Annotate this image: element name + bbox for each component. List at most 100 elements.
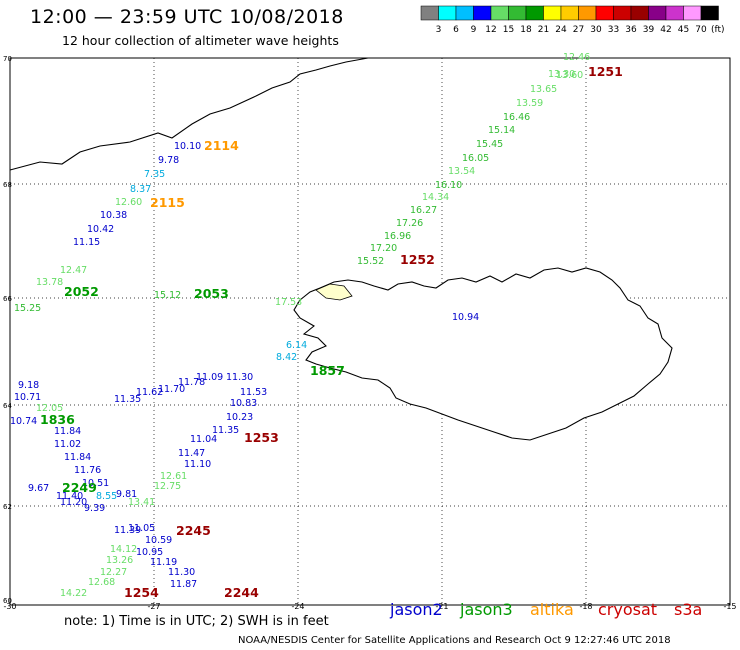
wave-height-label: 14.22 (60, 588, 87, 599)
wave-height-label: 11.05 (128, 523, 155, 534)
longitude-label: -21 (435, 602, 448, 611)
colorbar-tick-label: 3 (436, 25, 442, 35)
colorbar-tick-label: 6 (453, 25, 459, 35)
legend-cryosat: cryosat (598, 600, 658, 619)
wave-height-label: 14.34 (422, 192, 449, 203)
wave-height-label: 10.51 (82, 478, 109, 489)
greenland-coastline (9, 57, 400, 171)
map-title: 12:00 — 23:59 UTC 10/08/2018 (30, 6, 344, 28)
wave-height-label: 12.05 (36, 403, 63, 414)
wave-height-label: 10.71 (14, 392, 41, 403)
pass-time-label: 2249 (62, 480, 97, 495)
wave-height-label: 11.15 (73, 237, 100, 248)
latitude-label: 64 (3, 402, 12, 410)
pass-times: 1251 2114 2115 1252 2052 2053 1857 1836 1253 2249… (40, 64, 623, 600)
wave-height-label: 12.68 (88, 577, 115, 588)
colorbar-swatch (455, 5, 474, 21)
colorbar-tick-label: 45 (678, 25, 689, 35)
wave-height-label: 11.30 (168, 567, 195, 578)
wave-height-label: 11.53 (240, 387, 267, 398)
colorbar-swatch (683, 5, 702, 21)
wave-height-label: 11.62 (136, 387, 163, 398)
wave-height-label: 16.10 (435, 180, 462, 191)
longitude-label: -27 (147, 602, 160, 611)
wave-height-label: 11.76 (74, 465, 101, 476)
colorbar-swatch (560, 5, 579, 21)
wave-height-label: 13.30 (548, 69, 575, 80)
wave-height-label: 10.42 (87, 224, 114, 235)
wave-height-label: 10.23 (226, 412, 253, 423)
colorbar-swatch (665, 5, 684, 21)
colorbar-swatch (473, 5, 492, 21)
wave-height-label: 11.04 (190, 434, 217, 445)
wave-height-label: 11.87 (170, 579, 197, 590)
colorbar-swatch (648, 5, 667, 21)
colorbar-tick-label: 9 (471, 25, 477, 35)
wave-height-label: 16.46 (503, 112, 530, 123)
wave-height-label: 17.20 (370, 243, 397, 254)
longitude-labels: -30 -27 -24 -21 -18 -15 (3, 602, 736, 611)
wave-height-label: 11.02 (54, 439, 81, 450)
colorbar-tick-label: 33 (608, 25, 619, 35)
colorbar-tick-label: 24 (555, 25, 567, 35)
westfjords-highlight (315, 283, 353, 301)
colorbar-swatch (630, 5, 649, 21)
wave-height-label: 15.12 (154, 290, 181, 301)
wave-height-label: 8.42 (276, 352, 297, 363)
legend-s3a: s3a (674, 600, 703, 619)
colorbar-swatch (700, 5, 719, 21)
colorbar-swatch (420, 5, 439, 21)
map-subtitle: 12 hour collection of altimeter wave hei… (62, 33, 339, 48)
pass-time-label: 2052 (64, 284, 99, 299)
longitude-label: -24 (291, 602, 304, 611)
latitude-labels: 70 68 66 64 62 60 (3, 55, 12, 605)
colorbar-swatch (525, 5, 544, 21)
pass-time-label: 2114 (204, 138, 239, 153)
wave-height-label: 7.35 (144, 169, 165, 180)
pass-time-label: 1836 (40, 412, 75, 427)
colorbar-unit: (ft) (711, 25, 725, 35)
wave-height-label: 8.55 (96, 491, 117, 502)
wave-height-label: 11.84 (54, 426, 81, 437)
wave-height-label: 12.47 (60, 265, 87, 276)
legend-jason2: jason2 (390, 600, 443, 619)
wave-height-label: 11.35 (212, 425, 239, 436)
wave-height-label: 9.39 (84, 503, 105, 514)
pass-time-label: 2115 (150, 195, 185, 210)
latitude-label: 68 (3, 181, 12, 189)
pass-time-label: 1857 (310, 363, 345, 378)
wave-height-label: 11.30 (226, 372, 253, 383)
wave-height-label: 16.27 (410, 205, 437, 216)
colorbar-swatch (543, 5, 562, 21)
wave-height-label: 12.27 (100, 567, 127, 578)
colorbar-tick-label: 36 (625, 25, 637, 35)
longitude-label: -15 (723, 602, 736, 611)
legend-jason3: jason3 (460, 600, 513, 619)
wave-height-label: 10.38 (100, 210, 127, 221)
wave-height-label: 11.40 (56, 491, 83, 502)
wave-height-label: 14.12 (110, 544, 137, 555)
wave-height-label: 13.60 (556, 70, 583, 81)
colorbar: 3 6 9 12 15 18 21 24 27 30 33 36 39 42 45 70 (420, 5, 719, 35)
wave-height-label: 8.37 (130, 184, 151, 195)
wave-height-label: 15.14 (488, 125, 515, 136)
wave-height-label: 12.60 (115, 197, 142, 208)
wave-height-label: 13.65 (530, 84, 557, 95)
wave-height-label: 11.47 (178, 448, 205, 459)
wave-height-label: 10.74 (10, 416, 37, 427)
wave-height-label: 9.78 (158, 155, 179, 166)
wave-height-label: 11.35 (114, 394, 141, 405)
wave-height-label: 16.96 (384, 231, 411, 242)
pass-time-label: 1253 (244, 430, 279, 445)
wave-height-label: 11.19 (150, 557, 177, 568)
colorbar-tick-label: 42 (660, 25, 671, 35)
wave-height-label: 9.81 (116, 489, 137, 500)
longitude-label: -30 (3, 602, 16, 611)
colorbar-tick-label: 18 (520, 25, 532, 35)
wave-height-label: 13.80 (0, 0, 27, 3)
latitude-label: 70 (3, 55, 12, 63)
wave-height-label: 11.20 (60, 497, 87, 508)
wave-height-label: 13.59 (516, 98, 543, 109)
pass-time-label: 2245 (176, 523, 211, 538)
pass-time-label: 1254 (124, 585, 159, 600)
